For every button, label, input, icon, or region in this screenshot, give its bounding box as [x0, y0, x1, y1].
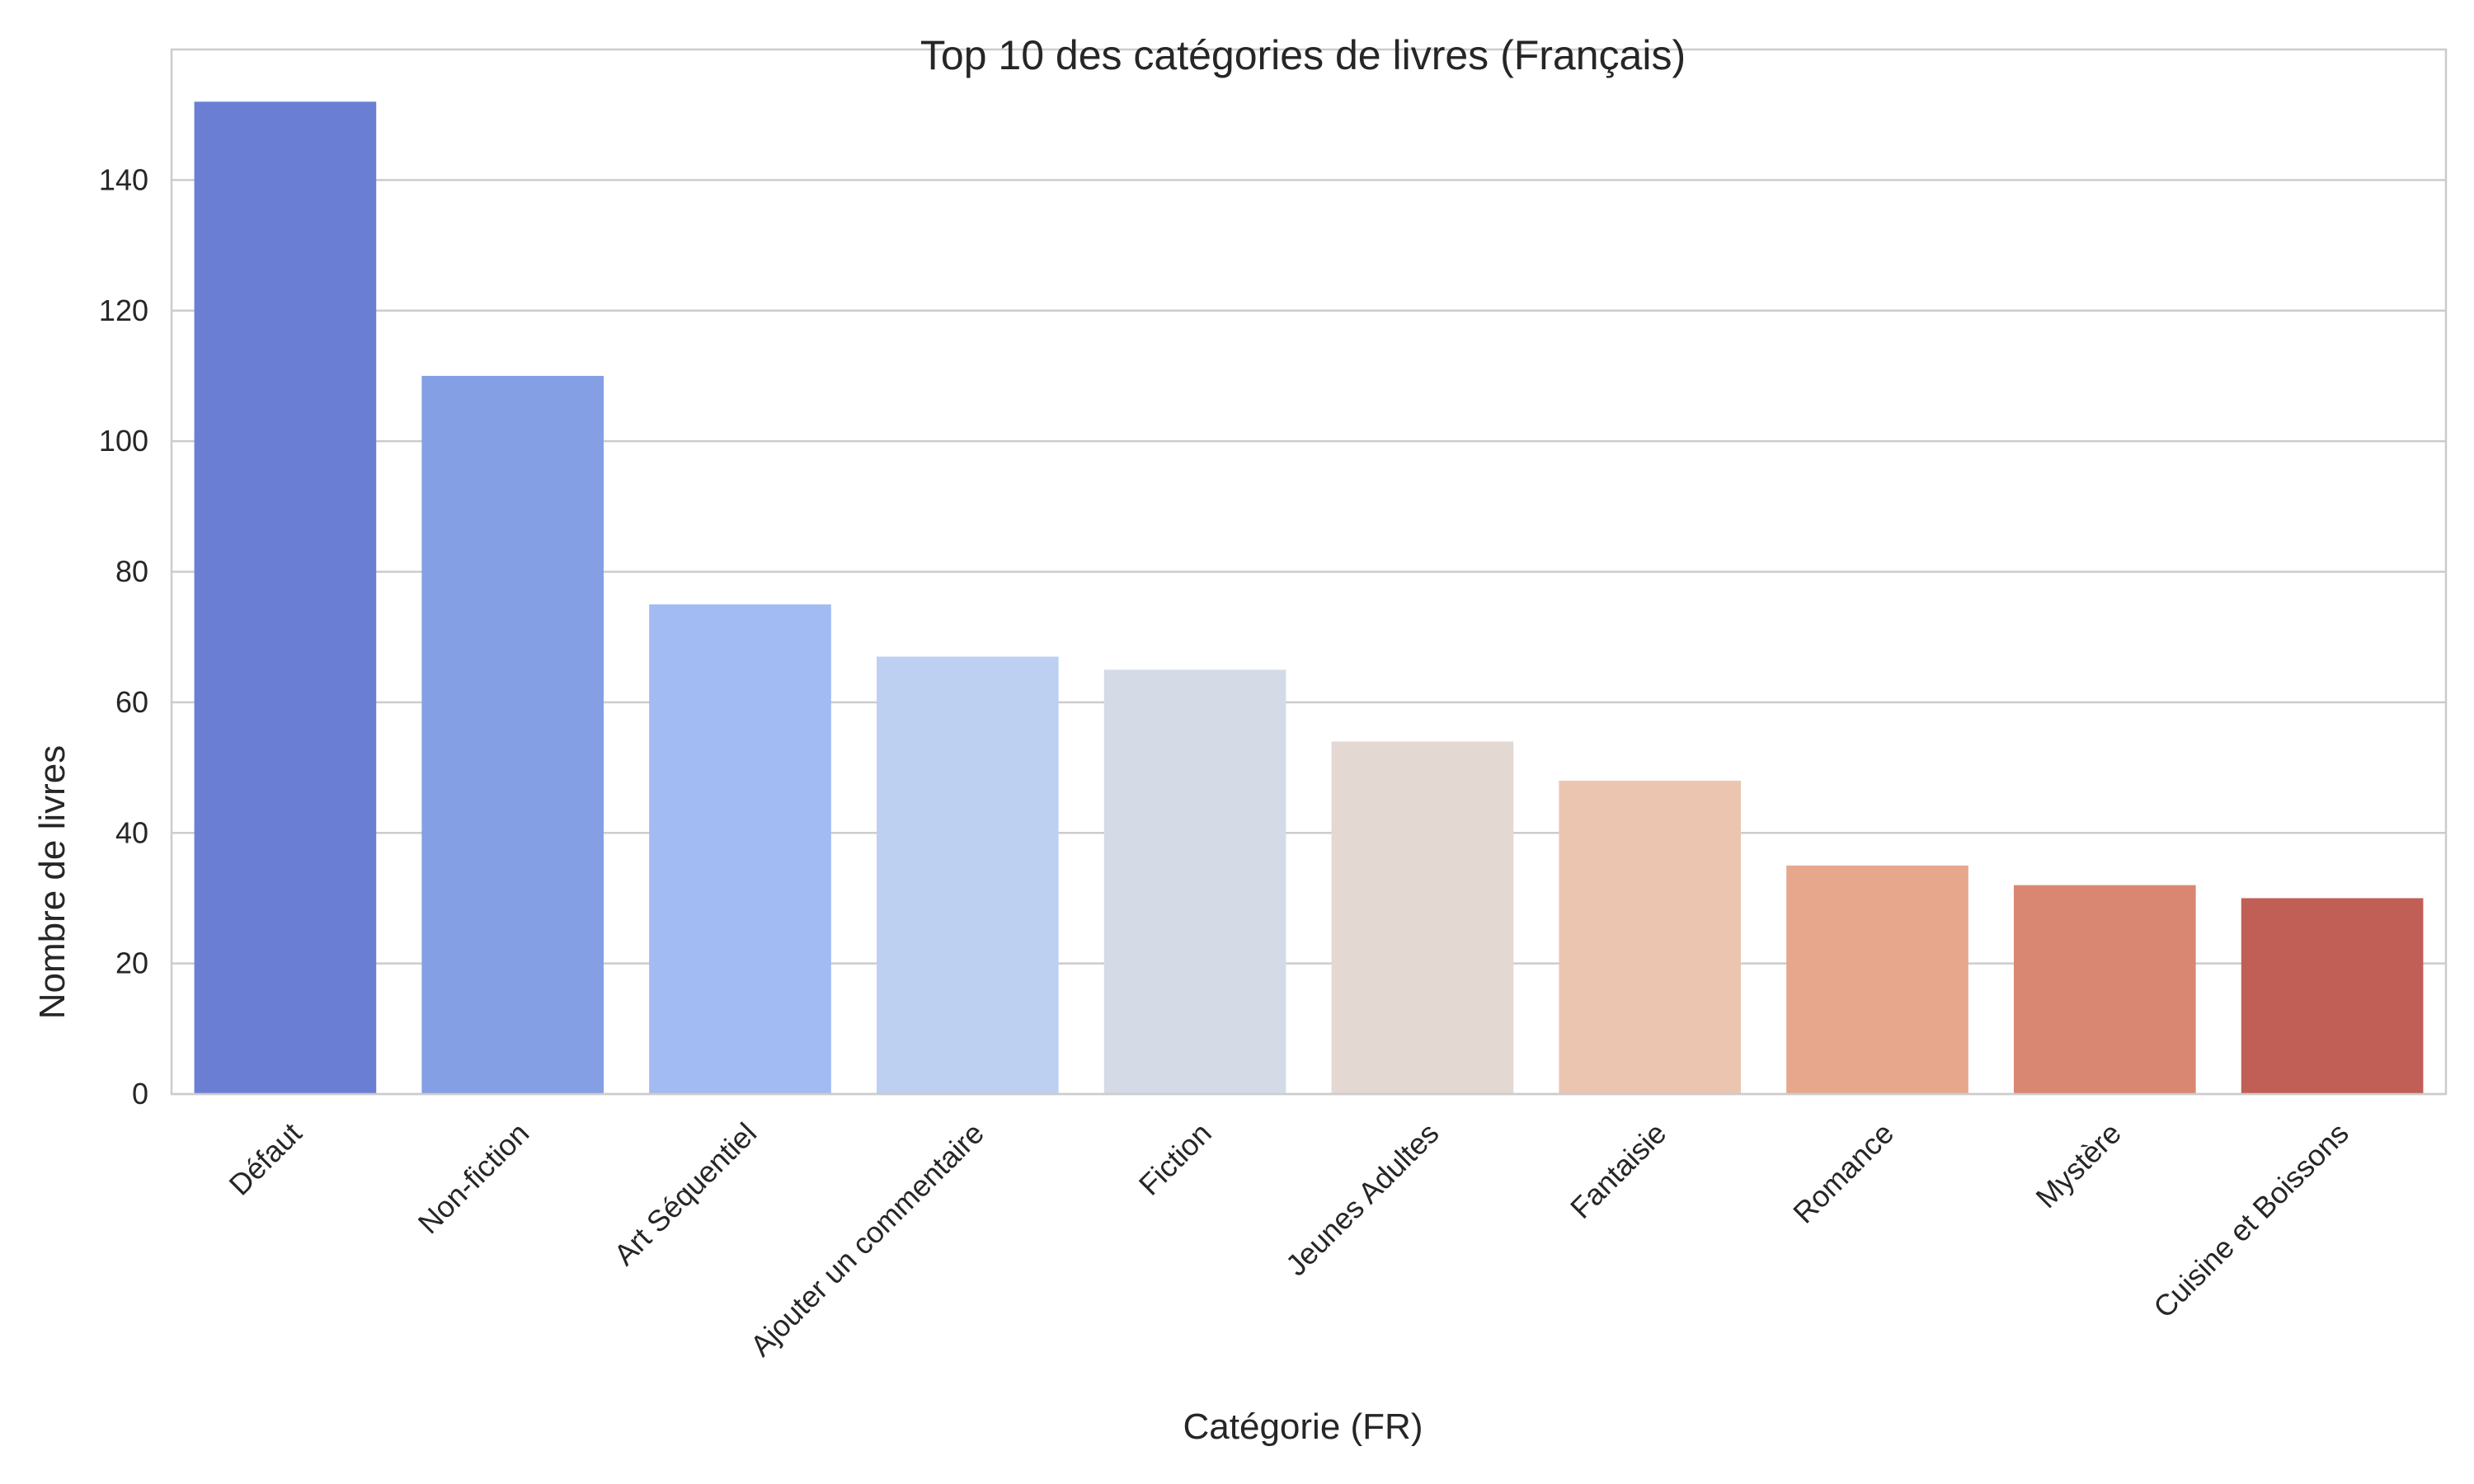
y-tick-label: 80 — [115, 555, 148, 589]
y-tick-label: 20 — [115, 946, 148, 980]
y-tick-label: 100 — [99, 424, 148, 458]
bar-5 — [1103, 669, 1286, 1094]
y-tick-label: 140 — [99, 162, 148, 196]
bar-1 — [194, 101, 377, 1095]
y-tick-label: 120 — [99, 294, 148, 327]
chart-title: Top 10 des catégories de livres (Françai… — [920, 32, 1686, 78]
y-tick-label: 0 — [132, 1077, 148, 1111]
y-tick-label: 40 — [115, 815, 148, 849]
y-axis-label: Nombre de livres — [32, 745, 73, 1020]
bars — [194, 101, 2424, 1095]
bar-9 — [2013, 885, 2196, 1094]
y-tick-label: 60 — [115, 685, 148, 719]
x-axis-label: Catégorie (FR) — [1183, 1407, 1423, 1447]
bar-2 — [421, 375, 604, 1094]
bar-4 — [876, 656, 1059, 1094]
plot-frame — [170, 48, 2448, 1096]
bar-6 — [1331, 741, 1514, 1094]
bar-7 — [1559, 780, 1742, 1094]
bar-3 — [649, 604, 831, 1094]
y-tick-labels: 0 20 40 60 80 100 120 140 — [99, 162, 148, 1111]
bar-8 — [1786, 865, 1968, 1094]
bar-10 — [2241, 898, 2424, 1094]
